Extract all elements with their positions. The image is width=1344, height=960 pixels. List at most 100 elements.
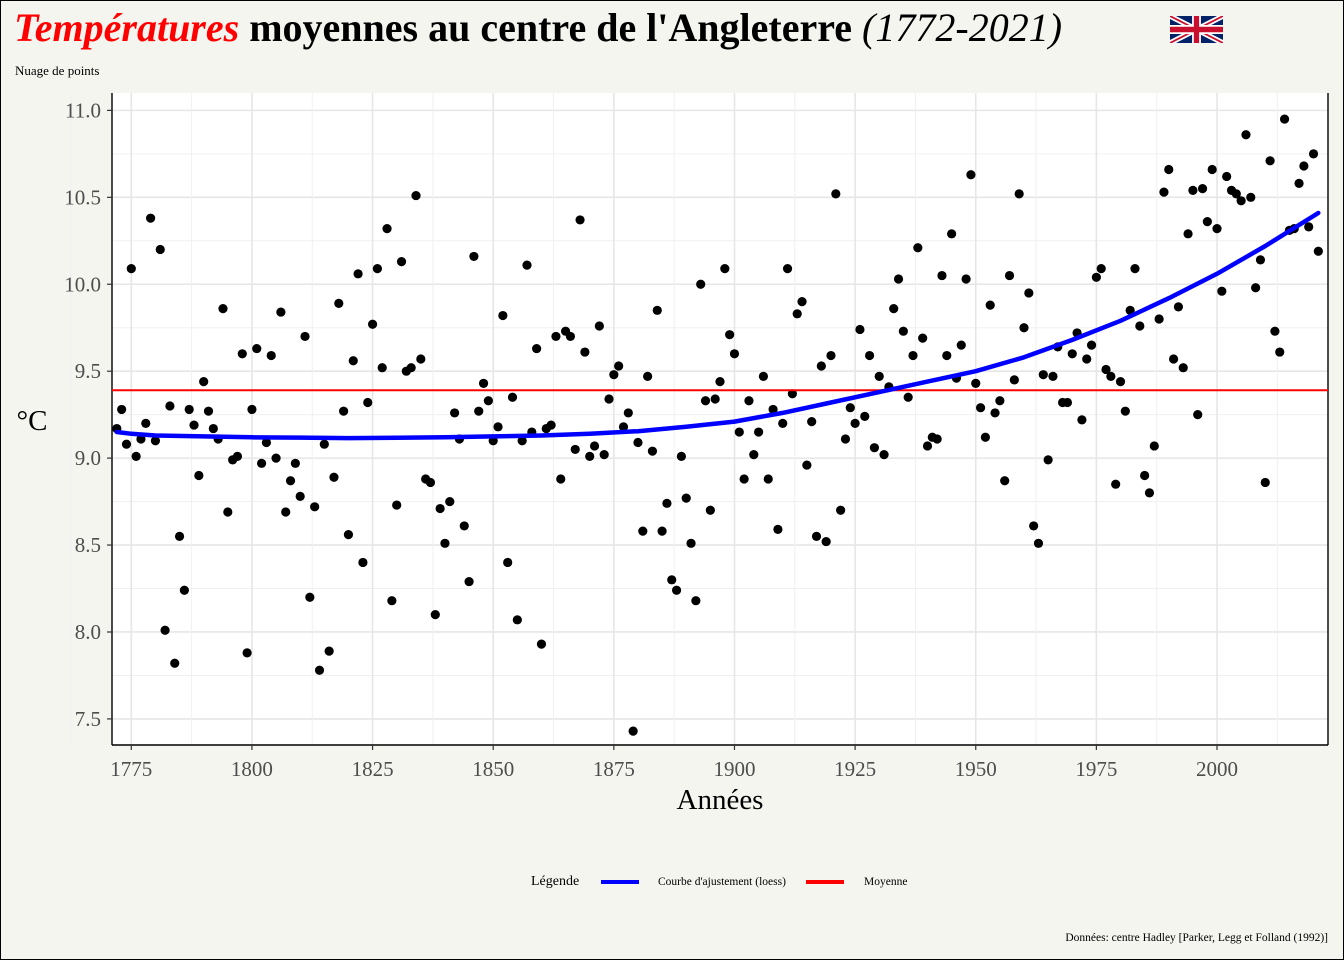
- data-point: [937, 270, 947, 281]
- legend: Légende Courbe d'ajustement (loess) Moye…: [0, 874, 1344, 894]
- data-point: [290, 458, 300, 468]
- x-tick-label: 1875: [593, 757, 635, 781]
- data-point: [377, 363, 387, 373]
- data-point: [1033, 538, 1044, 548]
- data-point: [469, 251, 479, 262]
- data-point: [845, 403, 855, 413]
- data-point: [575, 215, 585, 225]
- data-point: [1004, 270, 1015, 281]
- data-point: [464, 576, 474, 587]
- data-point: [1149, 441, 1159, 451]
- data-point: [720, 264, 730, 274]
- data-point: [1000, 476, 1010, 486]
- data-point: [860, 411, 870, 421]
- data-point: [686, 538, 696, 548]
- legend-title: Légende: [531, 874, 580, 889]
- data-point: [681, 493, 691, 503]
- data-point: [203, 406, 214, 416]
- data-point: [551, 331, 561, 342]
- data-point: [869, 443, 880, 453]
- data-point: [1106, 371, 1116, 382]
- data-point: [256, 458, 267, 468]
- data-point: [580, 347, 590, 357]
- data-point: [840, 434, 851, 444]
- data-point: [459, 521, 469, 531]
- data-point: [1168, 354, 1179, 364]
- data-point: [1014, 189, 1024, 199]
- data-point: [536, 639, 547, 649]
- data-point: [831, 189, 841, 199]
- data-point: [1130, 264, 1140, 274]
- data-point: [1038, 370, 1048, 380]
- legend-loess-swatch: [601, 880, 639, 884]
- x-tick-label: 1975: [1075, 757, 1117, 781]
- data-point: [758, 371, 769, 382]
- data-point: [585, 451, 595, 461]
- data-point: [1188, 185, 1198, 195]
- data-point: [517, 436, 527, 446]
- x-tick-label: 1775: [110, 757, 152, 781]
- data-point: [980, 432, 990, 442]
- data-point: [879, 450, 889, 460]
- data-point: [643, 371, 653, 382]
- data-point: [908, 350, 918, 361]
- data-point: [339, 406, 349, 416]
- data-point: [310, 502, 320, 512]
- data-point: [1207, 164, 1217, 175]
- data-point: [329, 472, 339, 482]
- data-point: [1313, 246, 1323, 256]
- data-point: [792, 309, 802, 319]
- data-point: [276, 307, 286, 317]
- y-tick-label: 8.5: [75, 533, 101, 557]
- x-axis-title: Années: [677, 784, 764, 816]
- data-point: [1077, 415, 1087, 425]
- y-tick-label: 10.5: [64, 185, 101, 209]
- data-point: [285, 476, 296, 486]
- data-point: [1062, 397, 1073, 408]
- data-point: [821, 536, 831, 547]
- data-point: [445, 496, 455, 507]
- data-point: [1009, 375, 1019, 385]
- chart-title: Températures moyennes au centre de l'Ang…: [14, 4, 1062, 52]
- data-point: [836, 505, 846, 515]
- data-point: [1111, 479, 1121, 489]
- data-point: [671, 585, 682, 595]
- data-point: [647, 446, 658, 456]
- data-point: [208, 423, 218, 434]
- data-point: [604, 394, 614, 404]
- data-point: [218, 303, 228, 314]
- data-point: [179, 585, 189, 595]
- data-point: [184, 404, 194, 415]
- y-tick-label: 9.0: [75, 446, 101, 470]
- data-point: [522, 260, 532, 270]
- data-point: [1265, 156, 1275, 166]
- data-point: [266, 350, 276, 361]
- data-point: [609, 370, 619, 380]
- data-point: [1231, 189, 1241, 199]
- data-point: [493, 422, 503, 432]
- data-point: [174, 531, 185, 541]
- data-point: [498, 310, 508, 321]
- data-point: [763, 474, 773, 484]
- data-point: [194, 470, 204, 481]
- data-point: [893, 274, 904, 284]
- data-point: [189, 420, 199, 430]
- data-point: [725, 330, 735, 340]
- title-main: moyennes au centre de l'Angleterre: [239, 5, 853, 50]
- data-point: [565, 331, 576, 342]
- data-point: [503, 557, 513, 568]
- data-point: [406, 363, 416, 373]
- data-point: [947, 229, 957, 239]
- data-point: [1178, 363, 1188, 373]
- data-point: [985, 300, 995, 310]
- data-point: [864, 350, 875, 361]
- data-point: [1270, 326, 1280, 336]
- data-point: [898, 326, 908, 336]
- data-point: [599, 450, 609, 460]
- data-point: [1043, 455, 1053, 465]
- data-point: [768, 404, 778, 415]
- data-point: [1086, 340, 1097, 350]
- data-point: [170, 658, 180, 668]
- data-point: [146, 213, 156, 223]
